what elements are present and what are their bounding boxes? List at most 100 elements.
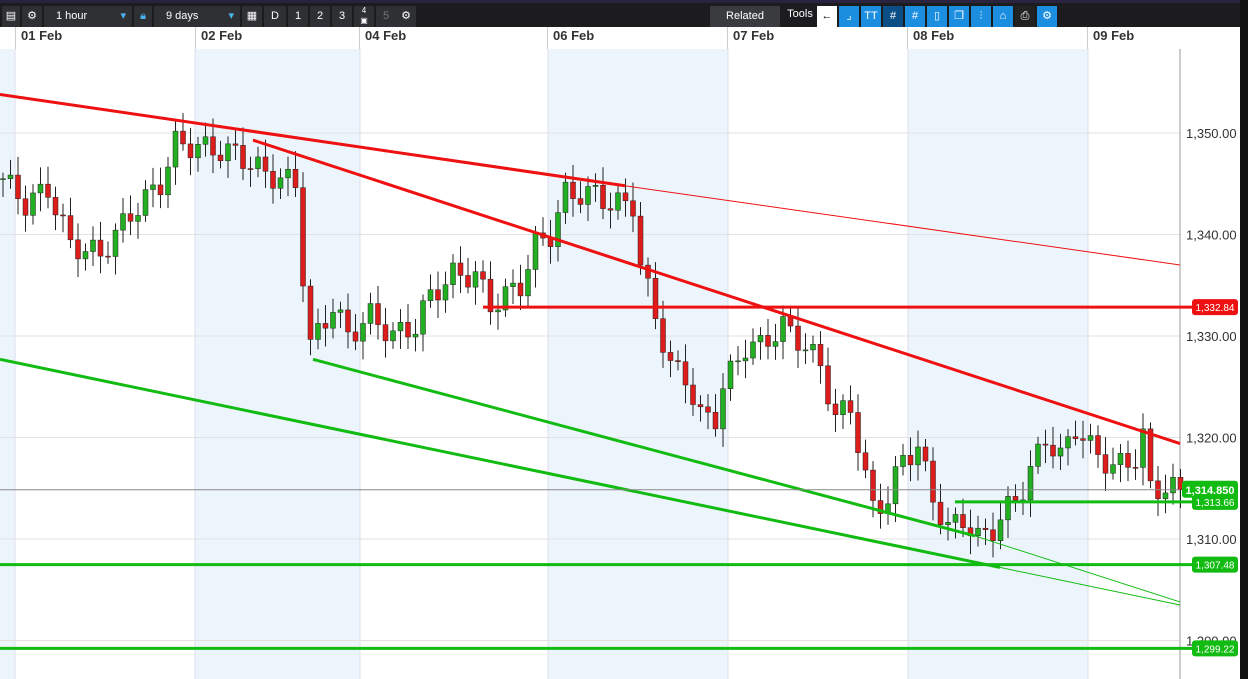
candle-body xyxy=(750,341,756,359)
windows-icon[interactable]: ❐ xyxy=(949,6,969,27)
candle-body xyxy=(810,344,816,351)
candle xyxy=(420,294,426,352)
candle-body xyxy=(600,185,606,209)
candle-body xyxy=(37,183,44,194)
candle xyxy=(1140,413,1146,486)
candle xyxy=(892,455,899,523)
candle-body xyxy=(1027,466,1034,501)
candle-body xyxy=(60,214,66,217)
candle-body xyxy=(1012,496,1019,501)
candle xyxy=(1042,429,1049,464)
period-3-button[interactable]: 3 xyxy=(332,6,352,27)
candle-body xyxy=(405,322,411,338)
candle-body xyxy=(262,156,269,172)
period-1-button[interactable]: 1 xyxy=(288,6,308,27)
candle-body xyxy=(840,400,846,415)
tools-label: Tools xyxy=(787,8,813,20)
curve-tool-icon[interactable]: ⌟ xyxy=(839,6,859,27)
lock-icon[interactable]: 🔒︎ xyxy=(134,6,152,27)
resistance-trendline-extension xyxy=(624,185,1181,266)
candle-body xyxy=(292,169,299,188)
period-4-button[interactable]: 4 ▣ xyxy=(354,6,374,27)
candle xyxy=(75,223,81,278)
candle-body xyxy=(187,143,194,159)
tag-icon[interactable]: ⌂ xyxy=(993,6,1013,27)
candle-body xyxy=(607,208,614,211)
candle-body xyxy=(1140,428,1146,468)
candle-body xyxy=(420,300,426,335)
candle-body xyxy=(30,192,36,216)
candle xyxy=(277,168,284,199)
candle xyxy=(675,350,681,371)
candle xyxy=(960,498,966,538)
candle xyxy=(37,167,44,212)
candle xyxy=(607,192,614,229)
candle xyxy=(585,176,591,221)
candle-body xyxy=(982,527,989,530)
scrollbar[interactable] xyxy=(1240,0,1248,679)
back-arrow-icon[interactable]: ← xyxy=(817,6,837,27)
candle-body xyxy=(375,303,381,325)
candle-body xyxy=(937,501,944,525)
candle-body xyxy=(322,323,329,329)
level-badge xyxy=(1192,493,1238,510)
candle-body xyxy=(622,192,629,202)
candle xyxy=(480,260,486,293)
settings-gear-icon[interactable]: ⚙ xyxy=(22,6,42,27)
date-label: 02 Feb xyxy=(195,27,242,49)
candle xyxy=(412,319,419,352)
candle-body xyxy=(637,215,644,266)
calendar-icon[interactable]: ▦ xyxy=(242,6,262,27)
interval-select[interactable]: 1 hour ▾ xyxy=(44,6,132,27)
level-badge xyxy=(1192,640,1238,657)
candle-body xyxy=(630,200,636,217)
candle-body xyxy=(127,213,134,222)
candle xyxy=(517,264,524,311)
candle xyxy=(660,300,666,368)
candle xyxy=(322,305,329,347)
candle-body xyxy=(510,282,516,287)
grid-icon[interactable]: # xyxy=(883,6,903,27)
settings-edit-icon[interactable]: ⚙ xyxy=(1037,6,1057,27)
period-5-button[interactable]: 5 xyxy=(376,6,396,27)
candle-body xyxy=(1110,464,1116,474)
candle xyxy=(930,447,936,521)
range-select[interactable]: 9 days ▾ xyxy=(154,6,240,27)
candle-body xyxy=(930,460,936,503)
support-trendline-extension xyxy=(999,566,1181,606)
candle-body xyxy=(225,143,231,162)
print-icon[interactable]: ⎙ xyxy=(1015,6,1035,27)
grid-edit-icon[interactable]: # xyxy=(905,6,925,27)
candle xyxy=(540,217,546,246)
candle xyxy=(622,178,629,217)
list-icon[interactable]: ▤ xyxy=(2,6,20,27)
candle xyxy=(360,312,366,360)
period-2-button[interactable]: 2 xyxy=(310,6,330,27)
candle-body xyxy=(727,360,734,389)
text-tool-icon[interactable]: TT xyxy=(861,6,881,27)
candle-body xyxy=(892,466,899,505)
candle-body xyxy=(180,130,186,145)
candle xyxy=(532,225,539,288)
ohlc-icon[interactable]: ⫶ xyxy=(971,6,991,27)
candle-body xyxy=(112,229,119,257)
candle xyxy=(570,165,576,217)
price-chart[interactable]: 1,350.00 1,340.00 1,330.00 1,320.00 1,310.00… xyxy=(0,49,1240,679)
candle-body xyxy=(307,285,314,340)
candle xyxy=(442,271,449,313)
candle xyxy=(847,385,854,425)
candle-body xyxy=(795,325,801,351)
settings-gear-icon[interactable]: ⚙ xyxy=(396,6,416,27)
candle xyxy=(1057,433,1064,471)
candle xyxy=(7,159,14,189)
candle xyxy=(1087,423,1094,454)
candle-body xyxy=(397,322,404,332)
candle-body xyxy=(517,282,524,297)
candle-icon[interactable]: ▯ xyxy=(927,6,947,27)
related-button[interactable]: Related xyxy=(710,6,780,27)
candle xyxy=(90,226,96,267)
candle-body xyxy=(232,143,239,146)
candle-body xyxy=(210,136,216,156)
period-d-button[interactable]: D xyxy=(264,6,286,27)
candle-body xyxy=(1095,435,1101,455)
